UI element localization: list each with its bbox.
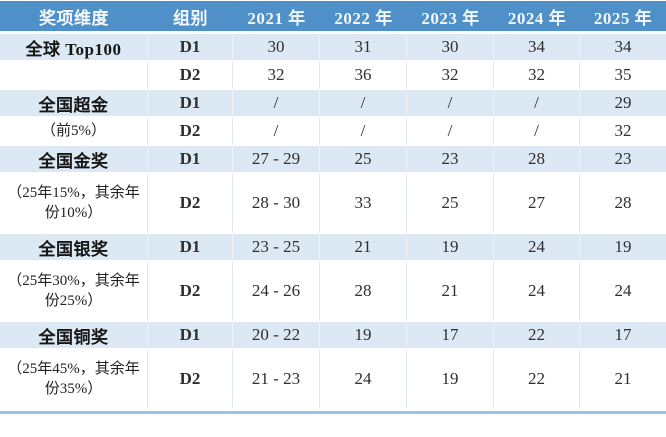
table-row: （25年45%，其余年份35%） D2 21 - 23 24 19 22 21 — [0, 350, 666, 410]
table-row: 全国超金 D1// //29 — [0, 90, 666, 118]
value-cell: 22 — [494, 350, 580, 410]
dimension-cell: 全国铜奖 — [0, 322, 148, 350]
value-cell: 23 - 25 — [233, 234, 320, 262]
value-cell: 27 — [494, 174, 580, 234]
value-cell: / — [494, 90, 580, 118]
group-cell: D2 — [148, 174, 233, 234]
value-cell: 34 — [494, 34, 580, 62]
table-row: （25年15%，其余年份10%） D2 28 - 30 33 25 27 28 — [0, 174, 666, 234]
value-cell: 32 — [407, 62, 494, 90]
value-cell: 21 - 23 — [233, 350, 320, 410]
dimension-cell: 全国金奖 — [0, 146, 148, 174]
header-year-2021: 2021 年 — [233, 1, 320, 34]
dimension-cell — [0, 62, 148, 90]
value-cell: 28 — [320, 262, 407, 322]
group-cell: D2 — [148, 262, 233, 322]
value-cell: 28 — [580, 174, 666, 234]
dimension-cell: （前5%） — [0, 118, 148, 146]
value-cell: 23 — [407, 146, 494, 174]
value-cell: 19 — [580, 234, 666, 262]
dimension-cell: （25年15%，其余年份10%） — [0, 174, 148, 234]
value-cell: / — [407, 118, 494, 146]
value-cell: 24 — [494, 262, 580, 322]
value-cell: 22 — [494, 322, 580, 350]
value-cell: 23 — [580, 146, 666, 174]
value-cell: 30 — [407, 34, 494, 62]
group-cell: D1 — [148, 146, 233, 174]
value-cell: 28 - 30 — [233, 174, 320, 234]
dimension-cell: 全国银奖 — [0, 234, 148, 262]
group-cell: D1 — [148, 234, 233, 262]
value-cell: 34 — [580, 34, 666, 62]
dimension-cell: 全国超金 — [0, 90, 148, 118]
value-cell: 24 — [580, 262, 666, 322]
value-cell: 24 — [494, 234, 580, 262]
value-cell: 19 — [407, 234, 494, 262]
value-cell: 29 — [580, 90, 666, 118]
value-cell: 24 - 26 — [233, 262, 320, 322]
header-year-2025: 2025 年 — [580, 1, 666, 34]
value-cell: 35 — [580, 62, 666, 90]
awards-table: 奖项维度 组别 2021 年 2022 年 2023 年 2024 年 2025… — [0, 1, 666, 410]
value-cell: / — [233, 118, 320, 146]
value-cell: 21 — [580, 350, 666, 410]
value-cell: / — [494, 118, 580, 146]
value-cell: 17 — [580, 322, 666, 350]
value-cell: 25 — [407, 174, 494, 234]
group-cell: D2 — [148, 350, 233, 410]
value-cell: 32 — [580, 118, 666, 146]
value-cell: 28 — [494, 146, 580, 174]
value-cell: 27 - 29 — [233, 146, 320, 174]
value-cell: / — [233, 90, 320, 118]
dimension-cell: （25年45%，其余年份35%） — [0, 350, 148, 410]
value-cell: 31 — [320, 34, 407, 62]
value-cell: 19 — [320, 322, 407, 350]
header-year-2022: 2022 年 — [320, 1, 407, 34]
group-cell: D1 — [148, 322, 233, 350]
header-dimension: 奖项维度 — [0, 1, 148, 34]
group-cell: D1 — [148, 34, 233, 62]
value-cell: 21 — [320, 234, 407, 262]
value-cell: 25 — [320, 146, 407, 174]
group-cell: D1 — [148, 90, 233, 118]
header-year-2024: 2024 年 — [494, 1, 580, 34]
value-cell: 20 - 22 — [233, 322, 320, 350]
header-group: 组别 — [148, 1, 233, 34]
table-row: 全国银奖 D1 23 - 25 21 19 24 19 — [0, 234, 666, 262]
table-bottom-border — [0, 411, 666, 414]
value-cell: 17 — [407, 322, 494, 350]
value-cell: 30 — [233, 34, 320, 62]
value-cell: / — [320, 90, 407, 118]
value-cell: 36 — [320, 62, 407, 90]
value-cell: / — [320, 118, 407, 146]
value-cell: 19 — [407, 350, 494, 410]
value-cell: 24 — [320, 350, 407, 410]
table-row: D2 32 36 32 32 35 — [0, 62, 666, 90]
value-cell: 21 — [407, 262, 494, 322]
group-cell: D2 — [148, 62, 233, 90]
header-year-2023: 2023 年 — [407, 1, 494, 34]
group-cell: D2 — [148, 118, 233, 146]
value-cell: 32 — [494, 62, 580, 90]
value-cell: / — [407, 90, 494, 118]
table-row: （前5%） D2// //32 — [0, 118, 666, 146]
value-cell: 33 — [320, 174, 407, 234]
table-row: （25年30%，其余年份25%） D2 24 - 26 28 21 24 24 — [0, 262, 666, 322]
table-row: 全球 Top100 D1 30 31 30 34 34 — [0, 34, 666, 62]
table-row: 全国铜奖 D1 20 - 22 19 17 22 17 — [0, 322, 666, 350]
table-row: 全国金奖 D1 27 - 29 25 23 28 23 — [0, 146, 666, 174]
dimension-cell: 全球 Top100 — [0, 34, 148, 62]
dimension-cell: （25年30%，其余年份25%） — [0, 262, 148, 322]
header-row: 奖项维度 组别 2021 年 2022 年 2023 年 2024 年 2025… — [0, 1, 666, 34]
table-body: 全球 Top100 D1 30 31 30 34 34 D2 32 36 32 32 35 全国超金 D1/… — [0, 34, 666, 410]
value-cell: 32 — [233, 62, 320, 90]
